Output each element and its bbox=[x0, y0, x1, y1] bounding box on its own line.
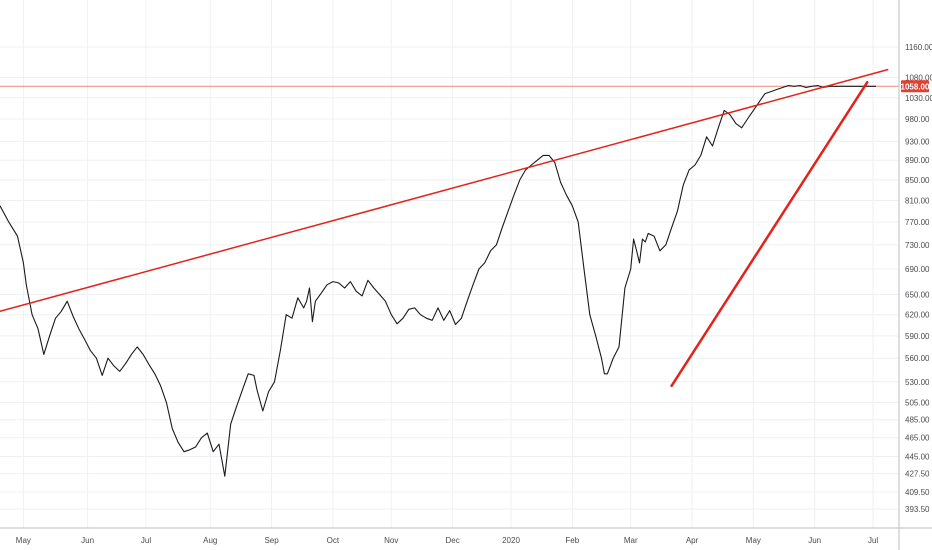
price-axis-labels: 1160.00 1080.00 1030.00 980.00 930.00 890.00 8… bbox=[905, 43, 932, 514]
x-tick-label: Jun bbox=[81, 536, 94, 545]
y-tick-label: 393.50 bbox=[905, 505, 930, 514]
x-tick-label: Dec bbox=[445, 536, 459, 545]
y-tick-label: 730.00 bbox=[905, 241, 930, 250]
x-tick-label: 2020 bbox=[502, 536, 520, 545]
y-tick-label: 770.00 bbox=[905, 218, 930, 227]
y-tick-label: 485.00 bbox=[905, 416, 930, 425]
x-tick-label: Oct bbox=[327, 536, 340, 545]
x-tick-label: May bbox=[16, 536, 31, 545]
x-tick-label: Jun bbox=[808, 536, 821, 545]
y-tick-label: 465.00 bbox=[905, 434, 930, 443]
y-tick-label: 427.50 bbox=[905, 470, 930, 479]
y-tick-label: 890.00 bbox=[905, 156, 930, 165]
y-tick-label: 590.00 bbox=[905, 332, 930, 341]
y-tick-label: 930.00 bbox=[905, 137, 930, 146]
y-tick-label: 505.00 bbox=[905, 398, 930, 407]
y-tick-label: 1160.00 bbox=[905, 43, 932, 52]
y-tick-label: 980.00 bbox=[905, 115, 930, 124]
x-tick-label: Apr bbox=[686, 536, 699, 545]
last-price-badge-text: 1058.00 bbox=[901, 82, 930, 91]
x-tick-label: Sep bbox=[264, 536, 279, 545]
time-axis-labels: May Jun Jul Aug Sep Oct Nov Dec 2020 Feb Mar Apr May… bbox=[16, 536, 879, 545]
trendlines bbox=[0, 68, 889, 388]
price-series-line bbox=[0, 84, 876, 477]
x-tick-label: Jul bbox=[141, 536, 151, 545]
y-tick-label: 1030.00 bbox=[905, 94, 932, 103]
x-tick-label: Jul bbox=[868, 536, 878, 545]
y-tick-label: 620.00 bbox=[905, 311, 930, 320]
y-tick-label: 409.50 bbox=[905, 488, 930, 497]
y-tick-label: 1080.00 bbox=[905, 73, 932, 82]
y-tick-label: 445.00 bbox=[905, 453, 930, 462]
y-tick-label: 810.00 bbox=[905, 196, 930, 205]
y-tick-label: 650.00 bbox=[905, 291, 930, 300]
y-tick-label: 850.00 bbox=[905, 176, 930, 185]
y-tick-label: 530.00 bbox=[905, 378, 930, 387]
last-price-badge: 1058.00 bbox=[901, 80, 930, 93]
last-price-badge-bg bbox=[901, 80, 929, 93]
support-trendline[interactable] bbox=[670, 81, 869, 388]
resistance-trendline[interactable] bbox=[0, 68, 889, 313]
x-tick-label: May bbox=[746, 536, 761, 545]
y-tick-label: 560.00 bbox=[905, 354, 930, 363]
y-tick-label: 690.00 bbox=[905, 265, 930, 274]
x-tick-label: Aug bbox=[203, 536, 217, 545]
price-line-layer bbox=[0, 84, 899, 477]
grid bbox=[0, 0, 899, 528]
x-tick-label: Mar bbox=[624, 536, 638, 545]
x-tick-label: Feb bbox=[565, 536, 579, 545]
x-tick-label: Nov bbox=[384, 536, 398, 545]
